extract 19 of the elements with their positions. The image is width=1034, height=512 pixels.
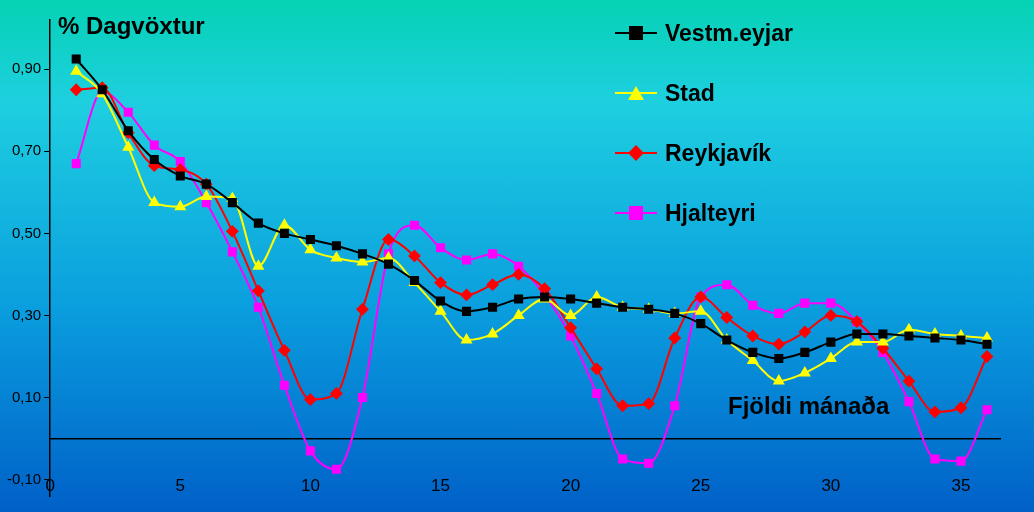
y-tick-label: 0,70: [11, 141, 42, 159]
y-tick-label: 0,90: [11, 59, 42, 77]
x-tick-label: 30: [821, 476, 841, 496]
y-tick-label: 0,50: [11, 223, 42, 241]
x-tick-label: 5: [175, 476, 186, 496]
y-axis-title: % Dagvöxtur: [58, 12, 205, 40]
x-tick-label: 15: [431, 476, 450, 496]
x-tick-label: 35: [951, 476, 971, 496]
legend-label: Reykjavík: [665, 139, 772, 167]
legend-label: Vestm.eyjar: [665, 19, 793, 47]
y-tick-label: 0,10: [11, 387, 42, 405]
y-tick-label: 0,30: [11, 305, 42, 323]
x-tick-label: 25: [691, 476, 711, 496]
x-axis-title: Fjöldi mánaða: [728, 392, 890, 420]
x-tick-label: 10: [300, 476, 320, 496]
y-tick-label: -0,10: [6, 469, 42, 487]
x-tick-label: 20: [561, 476, 581, 496]
legend-label: Hjalteyri: [665, 199, 756, 227]
legend-label: Stad: [665, 79, 715, 107]
